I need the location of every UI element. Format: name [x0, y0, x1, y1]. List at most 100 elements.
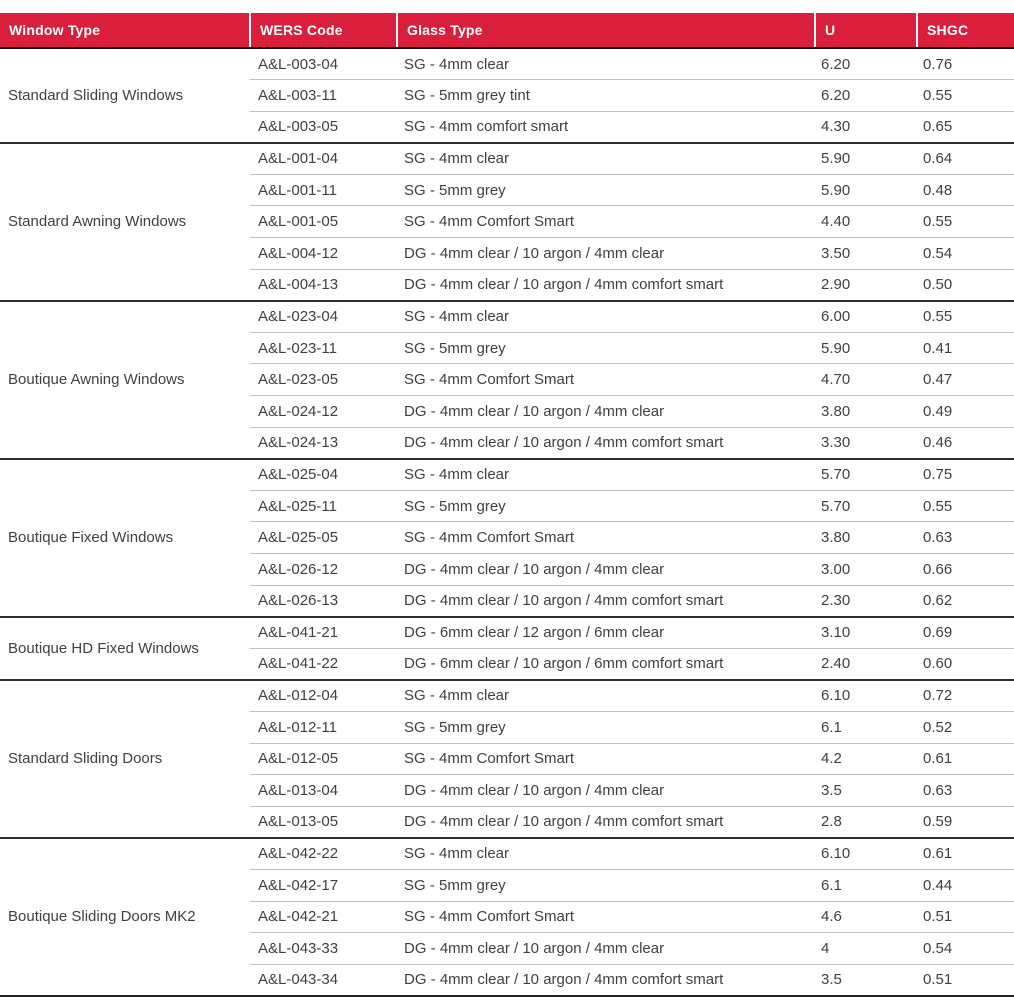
header-cell-wers-code: WERS Code	[249, 13, 397, 49]
shgc-value-cell: 0.48	[917, 173, 1014, 206]
table-row: A&L-003-05 SG - 4mm comfort smart 4.30 0.65	[0, 110, 1014, 143]
u-value-cell: 6.20	[815, 47, 917, 80]
wers-code-cell: A&L-026-13	[250, 584, 397, 617]
glass-type-cell: DG - 4mm clear / 10 argon / 4mm clear	[397, 932, 815, 965]
window-type-cell: Boutique Fixed Windows	[0, 457, 250, 617]
u-value-cell: 3.00	[815, 553, 917, 586]
table-row: A&L-041-22 DG - 6mm clear / 10 argon / 6m…	[0, 647, 1014, 680]
glass-type-cell: SG - 4mm Comfort Smart	[397, 900, 815, 933]
glass-type-cell: SG - 5mm grey	[397, 489, 815, 522]
table-row: Standard Sliding Doors A&L-012-04 SG - 4mm…	[0, 678, 1014, 838]
table-row: A&L-026-13 DG - 4mm clear / 10 argon / 4m…	[0, 584, 1014, 617]
shgc-value-cell: 0.55	[917, 489, 1014, 522]
wers-code-cell: A&L-013-04	[250, 774, 397, 807]
wers-code-cell: A&L-043-33	[250, 932, 397, 965]
table-row: A&L-024-13 DG - 4mm clear / 10 argon / 4m…	[0, 426, 1014, 459]
u-value-cell: 2.30	[815, 584, 917, 617]
table-row: A&L-023-05 SG - 4mm Comfort Smart 4.70 0.47	[0, 363, 1014, 396]
table-row: Boutique Fixed Windows A&L-025-04 SG - 4mm…	[0, 457, 1014, 617]
header-cell-glass-type: Glass Type	[396, 13, 815, 49]
shgc-value-cell: 0.76	[917, 47, 1014, 80]
shgc-value-cell: 0.44	[917, 868, 1014, 902]
shgc-value-cell: 0.66	[917, 553, 1014, 586]
u-value-cell: 4.30	[815, 110, 917, 143]
table-row: A&L-003-11 SG - 5mm grey tint 6.20 0.55	[0, 79, 1014, 112]
shgc-value-cell: 0.51	[917, 900, 1014, 933]
glass-type-cell: SG - 4mm clear	[397, 141, 815, 175]
shgc-value-cell: 0.61	[917, 742, 1014, 775]
u-value-cell: 3.5	[815, 774, 917, 807]
u-value-cell: 2.8	[815, 805, 917, 838]
shgc-value-cell: 0.65	[917, 110, 1014, 143]
shgc-value-cell: 0.55	[917, 205, 1014, 238]
u-value-cell: 3.80	[815, 395, 917, 428]
glass-type-cell: DG - 4mm clear / 10 argon / 4mm clear	[397, 395, 815, 428]
window-type-cell: Boutique Awning Windows	[0, 299, 250, 459]
shgc-value-cell: 0.63	[917, 774, 1014, 807]
shgc-value-cell: 0.41	[917, 331, 1014, 364]
table-row: A&L-025-11 SG - 5mm grey 5.70 0.55	[0, 489, 1014, 522]
glass-type-cell: SG - 4mm clear	[397, 678, 815, 712]
glass-type-cell: SG - 5mm grey	[397, 868, 815, 902]
glass-type-cell: SG - 4mm Comfort Smart	[397, 205, 815, 238]
shgc-value-cell: 0.72	[917, 678, 1014, 712]
u-value-cell: 6.20	[815, 79, 917, 112]
shgc-value-cell: 0.61	[917, 836, 1014, 870]
table-row: A&L-004-12 DG - 4mm clear / 10 argon / 4m…	[0, 237, 1014, 270]
glass-type-cell: SG - 4mm comfort smart	[397, 110, 815, 143]
header-cell-u: U	[814, 13, 917, 49]
wers-code-cell: A&L-025-04	[250, 457, 397, 491]
table-row: Standard Sliding Windows A&L-003-04 SG - 4…	[0, 47, 1014, 143]
glass-type-cell: SG - 4mm Comfort Smart	[397, 363, 815, 396]
wers-code-cell: A&L-042-17	[250, 868, 397, 902]
u-value-cell: 5.70	[815, 457, 917, 491]
table-row: A&L-024-12 DG - 4mm clear / 10 argon / 4m…	[0, 395, 1014, 428]
u-value-cell: 3.5	[815, 963, 917, 996]
wers-code-cell: A&L-042-22	[250, 836, 397, 870]
glass-type-cell: SG - 5mm grey	[397, 331, 815, 364]
glass-type-cell: DG - 4mm clear / 10 argon / 4mm comfort …	[397, 584, 815, 617]
table-row: A&L-026-12 DG - 4mm clear / 10 argon / 4m…	[0, 553, 1014, 586]
wers-code-cell: A&L-041-22	[250, 647, 397, 680]
header-row: Window Type WERS Code Glass Type U SHGC	[0, 13, 1014, 49]
glass-type-cell: DG - 6mm clear / 12 argon / 6mm clear	[397, 615, 815, 649]
u-value-cell: 6.10	[815, 678, 917, 712]
table-row: A&L-012-11 SG - 5mm grey 6.1 0.52	[0, 710, 1014, 744]
glass-type-cell: SG - 4mm clear	[397, 457, 815, 491]
wers-code-cell: A&L-012-05	[250, 742, 397, 775]
u-value-cell: 4.2	[815, 742, 917, 775]
table-row: A&L-043-34 DG - 4mm clear / 10 argon / 4m…	[0, 963, 1014, 996]
header-cell-shgc: SHGC	[916, 13, 1014, 49]
table-row: A&L-012-05 SG - 4mm Comfort Smart 4.2 0.61	[0, 742, 1014, 775]
u-value-cell: 4.6	[815, 900, 917, 933]
table-row: Boutique Awning Windows A&L-023-04 SG - 4m…	[0, 299, 1014, 459]
u-value-cell: 6.10	[815, 836, 917, 870]
glass-type-cell: DG - 4mm clear / 10 argon / 4mm clear	[397, 237, 815, 270]
table-row: A&L-043-33 DG - 4mm clear / 10 argon / 4m…	[0, 932, 1014, 965]
shgc-value-cell: 0.62	[917, 584, 1014, 617]
glass-type-cell: DG - 6mm clear / 10 argon / 6mm comfort …	[397, 647, 815, 680]
u-value-cell: 5.90	[815, 173, 917, 206]
table-header: Window Type WERS Code Glass Type U SHGC	[0, 13, 1014, 49]
wers-code-cell: A&L-003-05	[250, 110, 397, 143]
shgc-value-cell: 0.46	[917, 426, 1014, 459]
glass-type-cell: SG - 5mm grey	[397, 710, 815, 744]
table-row: A&L-001-05 SG - 4mm Comfort Smart 4.40 0.55	[0, 205, 1014, 238]
u-value-cell: 3.10	[815, 615, 917, 649]
glass-type-cell: SG - 4mm clear	[397, 299, 815, 333]
shgc-value-cell: 0.55	[917, 299, 1014, 333]
window-type-cell: Boutique Sliding Doors MK2	[0, 836, 250, 996]
table-row: A&L-042-21 SG - 4mm Comfort Smart 4.6 0.51	[0, 900, 1014, 933]
wers-code-cell: A&L-023-11	[250, 331, 397, 364]
shgc-value-cell: 0.52	[917, 710, 1014, 744]
shgc-value-cell: 0.59	[917, 805, 1014, 838]
window-type-cell: Standard Awning Windows	[0, 141, 250, 301]
table-row: A&L-042-17 SG - 5mm grey 6.1 0.44	[0, 868, 1014, 902]
table-row: A&L-025-05 SG - 4mm Comfort Smart 3.80 0.63	[0, 521, 1014, 554]
shgc-value-cell: 0.47	[917, 363, 1014, 396]
glass-type-cell: SG - 4mm Comfort Smart	[397, 742, 815, 775]
wers-code-cell: A&L-004-13	[250, 268, 397, 301]
glass-type-cell: DG - 4mm clear / 10 argon / 4mm clear	[397, 553, 815, 586]
u-value-cell: 3.30	[815, 426, 917, 459]
